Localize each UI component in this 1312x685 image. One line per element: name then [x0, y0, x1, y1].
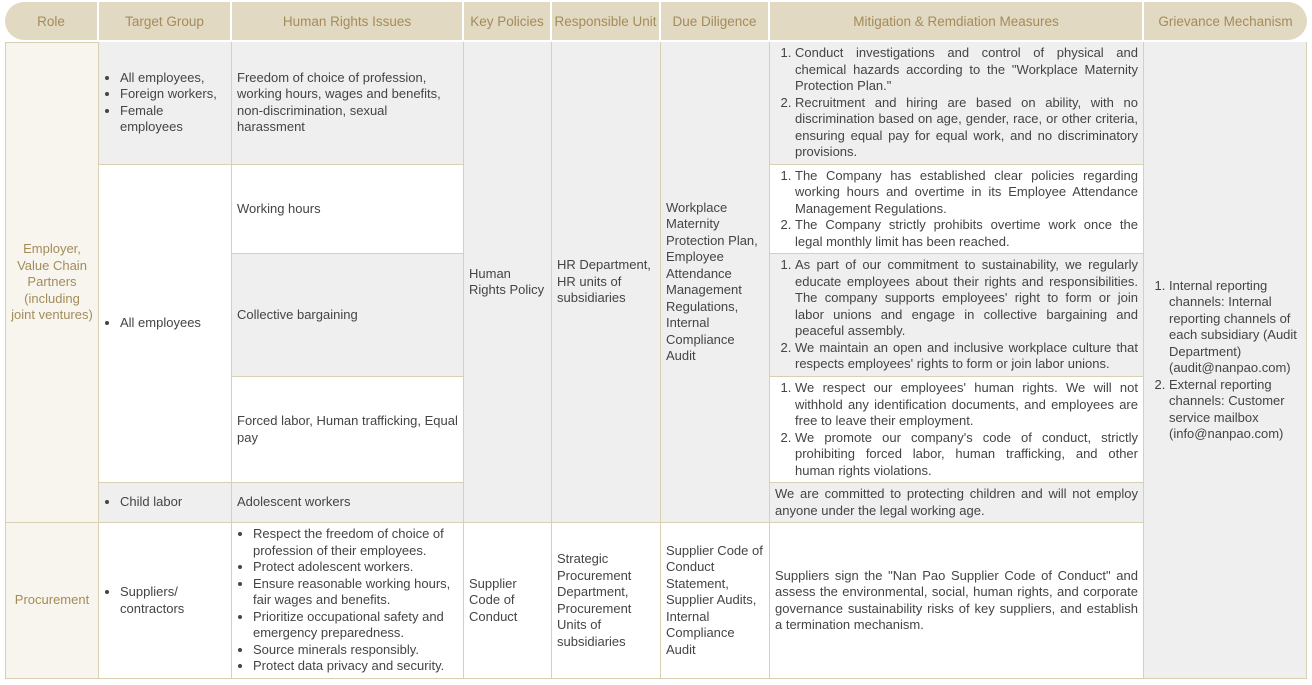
mitigation-cell: As part of our commitment to sustainabil…: [770, 254, 1144, 377]
target-cell: Suppliers/ contractors: [99, 523, 232, 679]
header-mitigation: Mitigation & Remdiation Measures: [770, 2, 1144, 40]
header-grievance: Grievance Mechanism: [1144, 2, 1307, 40]
header-row: Role Target Group Human Rights Issues Ke…: [5, 2, 1307, 40]
header-target-group: Target Group: [99, 2, 232, 40]
mitigation-cell: Suppliers sign the "Nan Pao Supplier Cod…: [770, 523, 1144, 679]
mitigation-item: As part of our commitment to sustainabil…: [795, 257, 1138, 340]
mitigation-item: We maintain an open and inclusive workpl…: [795, 340, 1138, 373]
header-issues: Human Rights Issues: [232, 2, 464, 40]
target-cell: All employees, Foreign workers, Female e…: [99, 42, 232, 165]
issue-item: Prioritize occupational safety and emerg…: [253, 609, 458, 642]
due-diligence-cell: Workplace Maternity Protection Plan, Emp…: [661, 42, 770, 523]
issue-cell: Forced labor, Human trafficking, Equal p…: [232, 377, 464, 483]
target-item: All employees,: [120, 70, 226, 87]
table-row: Procurement Suppliers/ contractors Respe…: [5, 523, 1307, 679]
role-cell: Procurement: [5, 523, 99, 679]
issue-item: Protect adolescent workers.: [253, 559, 458, 576]
header-due-diligence: Due Diligence: [661, 2, 770, 40]
target-item: Child labor: [120, 494, 226, 511]
table-row: Collective bargaining As part of our com…: [5, 254, 1307, 377]
mitigation-cell: We are committed to protecting children …: [770, 483, 1144, 523]
key-policy-cell: Supplier Code of Conduct: [464, 523, 552, 679]
mitigation-item: The Company strictly prohibits overtime …: [795, 217, 1138, 250]
due-diligence-cell: Supplier Code of Conduct Statement, Supp…: [661, 523, 770, 679]
target-item: Suppliers/ contractors: [120, 584, 226, 617]
issue-cell: Freedom of choice of profession, working…: [232, 42, 464, 165]
mitigation-item: The Company has established clear polici…: [795, 168, 1138, 218]
issue-cell: Respect the freedom of choice of profess…: [232, 523, 464, 679]
mitigation-item: We promote our company's code of conduct…: [795, 430, 1138, 480]
header-key-policies: Key Policies: [464, 2, 552, 40]
mitigation-item: We respect our employees' human rights. …: [795, 380, 1138, 430]
target-cell: All employees: [99, 164, 232, 483]
table-row: Forced labor, Human trafficking, Equal p…: [5, 377, 1307, 483]
header-role: Role: [5, 2, 99, 40]
issue-item: Respect the freedom of choice of profess…: [253, 526, 458, 559]
role-cell: Employer, Value Chain Partners (includin…: [5, 42, 99, 523]
mitigation-item: Recruitment and hiring are based on abil…: [795, 95, 1138, 161]
mitigation-item: Conduct investigations and control of ph…: [795, 45, 1138, 95]
issue-cell: Adolescent workers: [232, 483, 464, 523]
issue-cell: Working hours: [232, 164, 464, 254]
grievance-item: Internal reporting channels: Internal re…: [1169, 278, 1301, 377]
mitigation-cell: The Company has established clear polici…: [770, 164, 1144, 254]
target-item: Female employees: [120, 103, 226, 136]
grievance-item: External reporting channels: Customer se…: [1169, 377, 1301, 443]
issue-item: Source minerals responsibly.: [253, 642, 458, 659]
human-rights-table: Role Target Group Human Rights Issues Ke…: [5, 2, 1307, 679]
issue-cell: Collective bargaining: [232, 254, 464, 377]
header-responsible-unit: Responsible Unit: [552, 2, 661, 40]
grievance-cell: Internal reporting channels: Internal re…: [1144, 42, 1307, 679]
table-row: Employer, Value Chain Partners (includin…: [5, 42, 1307, 679]
mitigation-cell: We respect our employees' human rights. …: [770, 377, 1144, 483]
issue-item: Protect data privacy and security.: [253, 658, 458, 675]
responsible-unit-cell: Strategic Procurement Department, Procur…: [552, 523, 661, 679]
table-row: All employees Working hours The Company …: [5, 164, 1307, 483]
responsible-unit-cell: HR Department, HR units of subsidiaries: [552, 42, 661, 523]
target-item: Foreign workers,: [120, 86, 226, 103]
mitigation-cell: Conduct investigations and control of ph…: [770, 42, 1144, 165]
target-item: All employees: [120, 315, 226, 332]
target-cell: Child labor: [99, 483, 232, 523]
table-row: Child labor Adolescent workers We are co…: [5, 483, 1307, 523]
key-policy-cell: Human Rights Policy: [464, 42, 552, 523]
issue-item: Ensure reasonable working hours, fair wa…: [253, 576, 458, 609]
